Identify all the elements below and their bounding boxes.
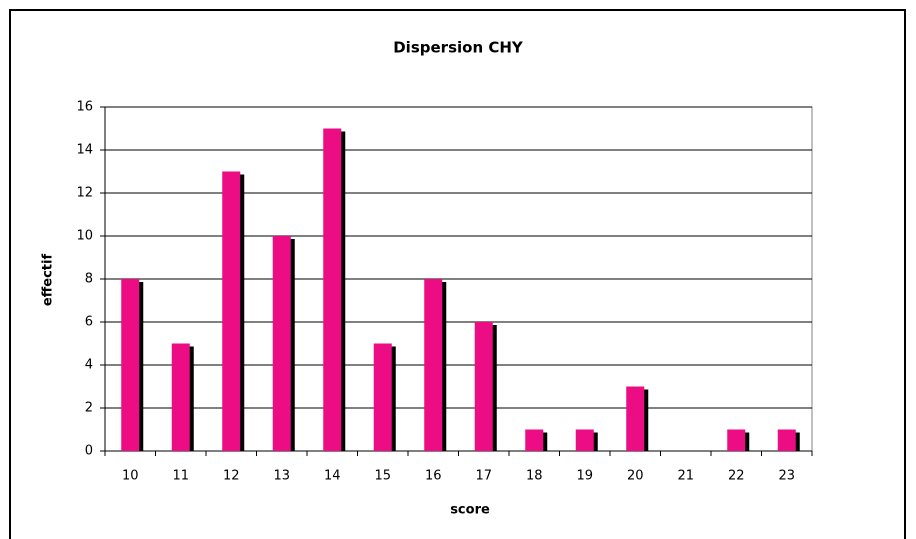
bar xyxy=(323,128,342,451)
x-tick-label: 11 xyxy=(172,469,189,484)
x-tick-label: 16 xyxy=(425,469,442,484)
y-tick-label: 6 xyxy=(85,315,93,330)
bar xyxy=(727,429,746,451)
bar xyxy=(626,386,645,451)
x-tick-label: 21 xyxy=(677,469,694,484)
bar xyxy=(525,429,544,451)
x-tick-label: 22 xyxy=(728,469,745,484)
bar xyxy=(777,429,796,451)
y-tick-label: 16 xyxy=(76,100,93,115)
y-tick-label: 0 xyxy=(85,444,93,459)
x-tick-label: 23 xyxy=(778,469,795,484)
x-tick-label: 18 xyxy=(526,469,543,484)
y-tick-label: 4 xyxy=(85,358,93,373)
x-tick-label: 17 xyxy=(475,469,492,484)
bar xyxy=(222,171,241,451)
bar xyxy=(373,343,392,451)
y-axis-label: effectif xyxy=(41,254,56,307)
x-tick-label: 19 xyxy=(576,469,593,484)
y-tick-label: 14 xyxy=(76,143,93,158)
y-tick-label: 12 xyxy=(76,186,93,201)
x-tick-label: 15 xyxy=(374,469,391,484)
x-tick-label: 12 xyxy=(223,469,240,484)
y-tick-label: 10 xyxy=(76,229,93,244)
y-tick-label: 8 xyxy=(85,272,93,287)
x-tick-label: 20 xyxy=(627,469,644,484)
y-tick-label: 2 xyxy=(85,401,93,416)
x-tick-label: 13 xyxy=(273,469,290,484)
bar xyxy=(424,279,443,451)
x-tick-label: 10 xyxy=(122,469,139,484)
bar xyxy=(272,236,291,451)
x-tick-label: 14 xyxy=(324,469,341,484)
chart-title: Dispersion CHY xyxy=(393,39,524,57)
bar xyxy=(121,279,140,451)
bar xyxy=(575,429,594,451)
x-axis-label: score xyxy=(450,503,490,518)
bar xyxy=(171,343,190,451)
bar xyxy=(474,322,493,451)
